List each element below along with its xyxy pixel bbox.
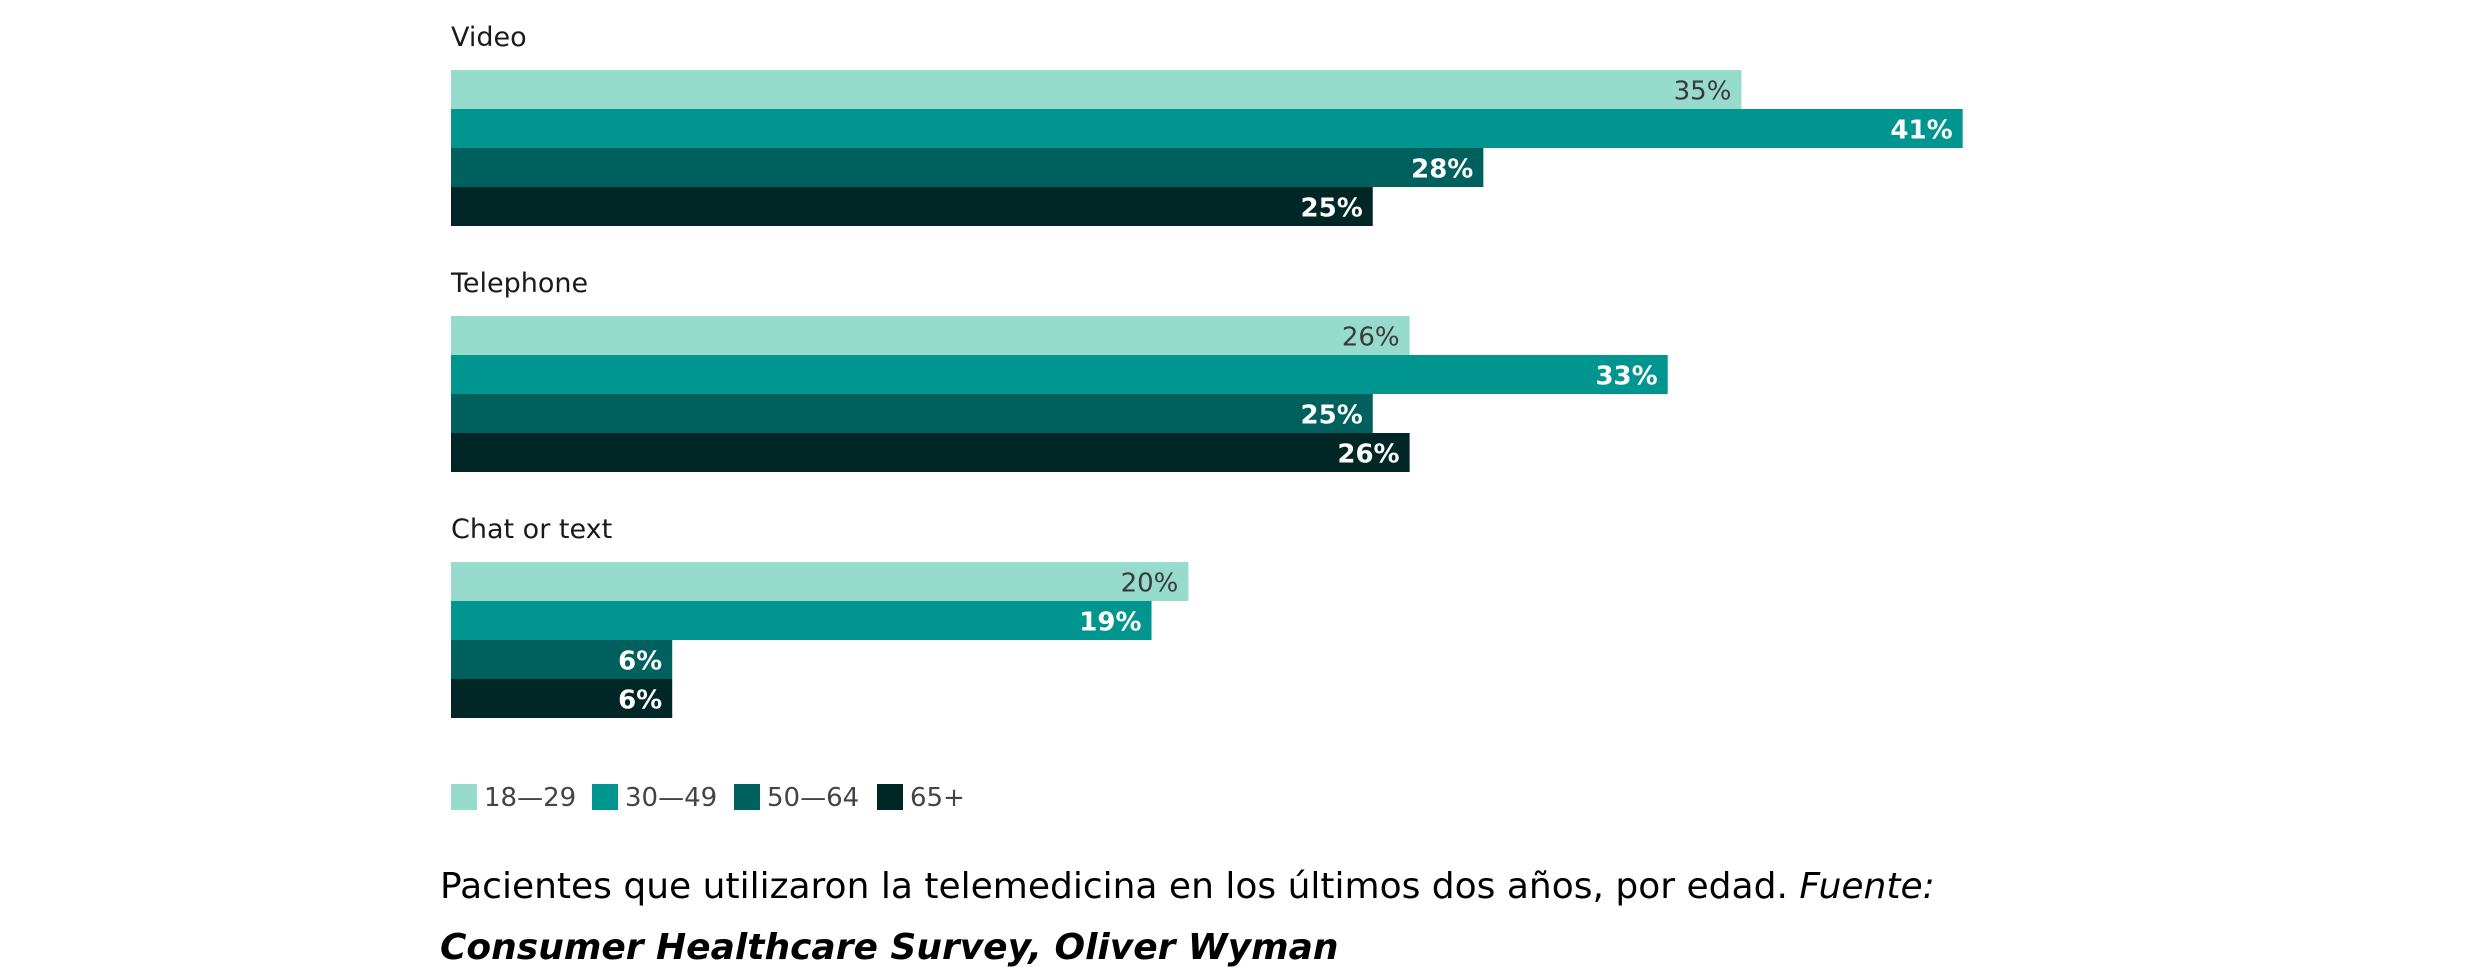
bar-video-65 <box>451 187 1373 226</box>
data-label-video-18-29: 35% <box>1674 77 1732 107</box>
category-title-chat-or-text: Chat or text <box>451 514 612 545</box>
caption-source-label: Fuente: <box>1799 866 1935 907</box>
legend-label-65: 65+ <box>910 783 965 813</box>
caption-source: Consumer Healthcare Survey, Oliver Wyman <box>440 927 1339 968</box>
figure-caption: Pacientes que utilizaron la telemedicina… <box>440 856 2140 978</box>
data-label-telephone-65: 26% <box>1337 440 1399 470</box>
bar-video-50-64 <box>451 148 1484 187</box>
legend-swatch-65 <box>877 784 903 810</box>
bar-chat-or-text-50-64 <box>451 640 673 679</box>
bar-telephone-30-49 <box>451 355 1668 394</box>
bar-chat-or-text-65 <box>451 679 673 718</box>
legend-label-30-49: 30—49 <box>625 783 717 813</box>
bar-telephone-65 <box>451 433 1410 472</box>
grouped-bar-chart: Video 35% 41% 28% 25% Telephone 26% 33% 25% 26% Ch… <box>450 22 1963 813</box>
legend-label-50-64: 50—64 <box>767 783 859 813</box>
bar-chat-or-text-30-49 <box>451 601 1152 640</box>
bar-telephone-18-29 <box>451 316 1410 355</box>
bar-video-18-29 <box>451 70 1742 109</box>
data-label-telephone-18-29: 26% <box>1342 323 1400 353</box>
data-label-chat-or-text-50-64: 6% <box>618 647 662 677</box>
data-label-chat-or-text-30-49: 19% <box>1079 608 1141 638</box>
bar-chat-or-text-18-29 <box>451 562 1189 601</box>
legend-swatch-18-29 <box>451 784 477 810</box>
bar-video-30-49 <box>451 109 1963 148</box>
data-label-video-30-49: 41% <box>1890 116 1952 146</box>
category-title-telephone: Telephone <box>450 268 588 299</box>
data-label-telephone-50-64: 25% <box>1301 401 1363 431</box>
legend-swatch-30-49 <box>592 784 618 810</box>
bar-telephone-50-64 <box>451 394 1373 433</box>
data-label-chat-or-text-18-29: 20% <box>1121 569 1179 599</box>
category-title-video: Video <box>451 22 527 53</box>
data-label-video-50-64: 28% <box>1411 155 1473 185</box>
data-label-telephone-30-49: 33% <box>1595 362 1657 392</box>
data-label-chat-or-text-65: 6% <box>618 686 662 716</box>
caption-text: Pacientes que utilizaron la telemedicina… <box>440 866 1788 907</box>
legend-label-18-29: 18—29 <box>484 783 576 813</box>
legend-swatch-50-64 <box>734 784 760 810</box>
data-label-video-65: 25% <box>1301 194 1363 224</box>
